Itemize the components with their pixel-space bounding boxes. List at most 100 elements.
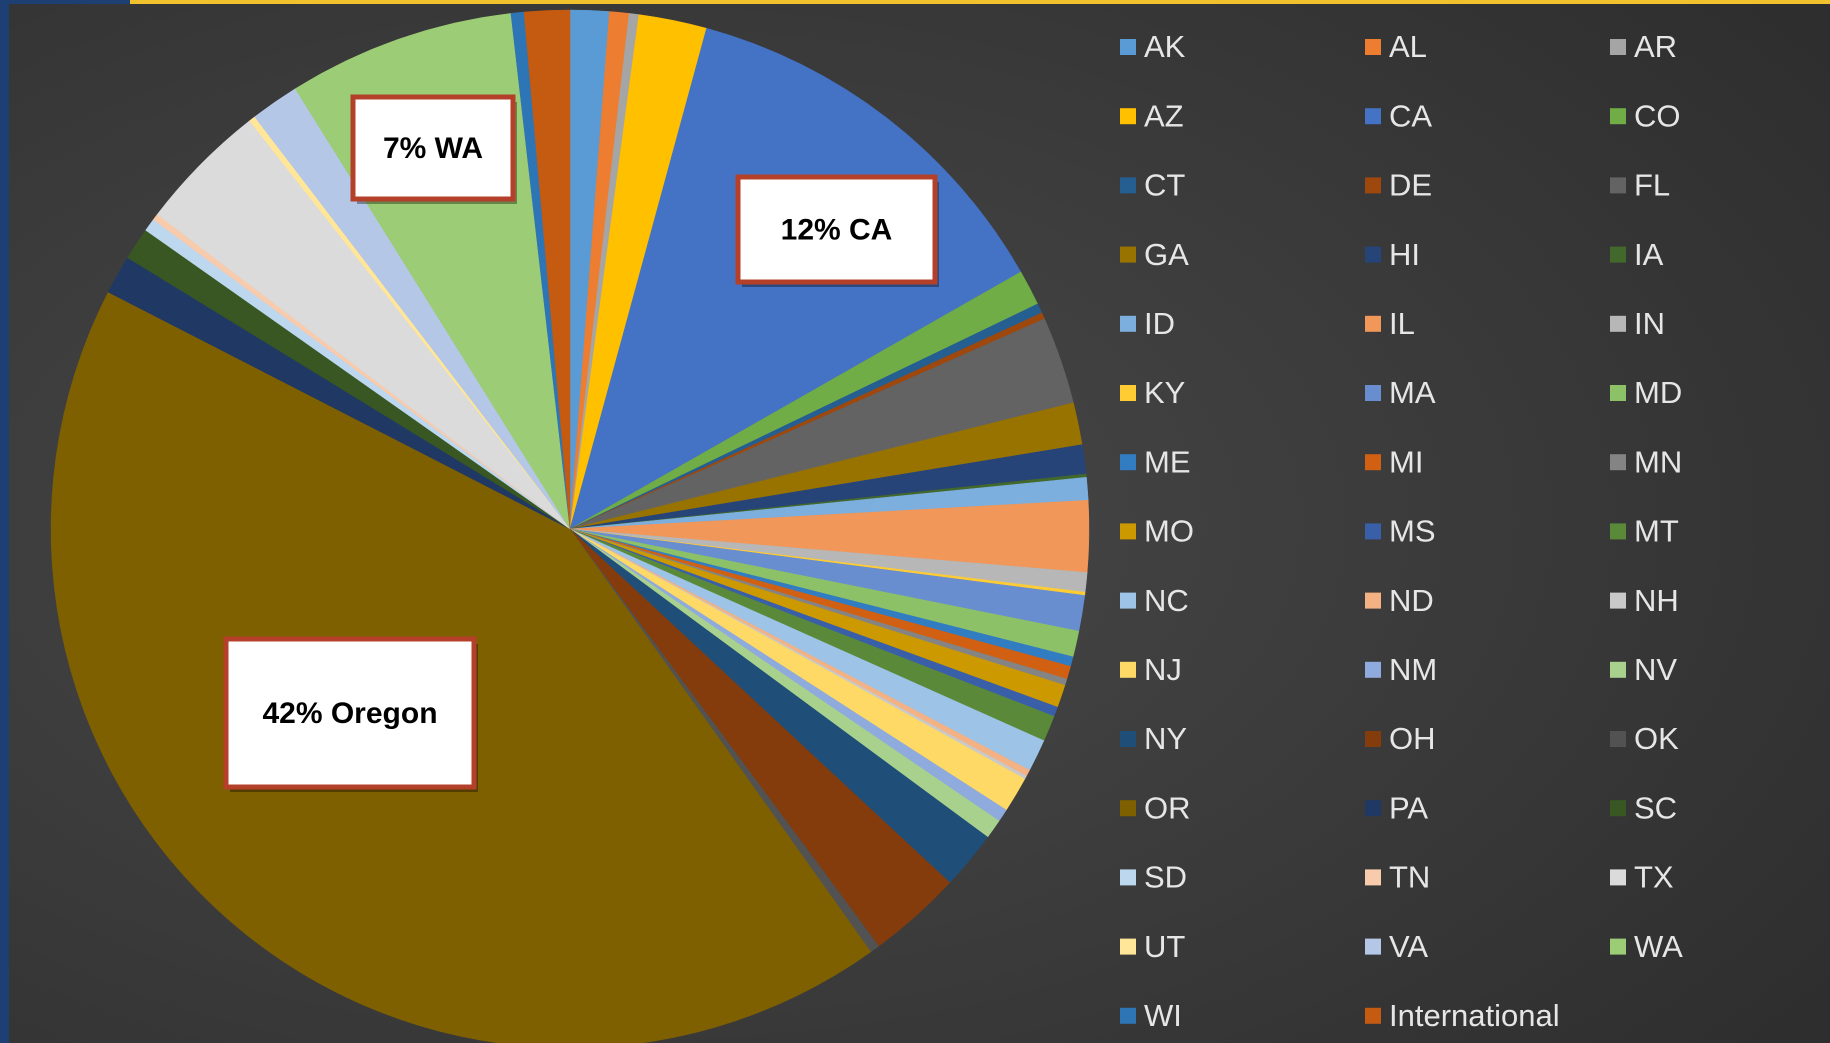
- pie: [50, 9, 1090, 1043]
- legend-swatch: [1610, 800, 1626, 817]
- legend-swatch: [1365, 523, 1381, 540]
- legend-swatch: [1120, 39, 1136, 55]
- legend-label: HI: [1389, 237, 1420, 272]
- pie-slice: [523, 9, 571, 530]
- legend-label: IN: [1634, 306, 1665, 341]
- legend-label: AZ: [1144, 98, 1184, 133]
- legend-label: SD: [1144, 860, 1187, 895]
- legend-label: ND: [1389, 583, 1434, 618]
- legend-swatch: [1365, 1007, 1381, 1024]
- top-border: [130, 0, 1830, 4]
- legend-label: AK: [1144, 29, 1186, 64]
- legend-swatch: [1120, 731, 1136, 747]
- legend-swatch: [1610, 523, 1626, 540]
- legend-swatch: [1365, 454, 1381, 471]
- legend-label: NJ: [1144, 652, 1182, 687]
- legend-swatch: [1610, 938, 1626, 955]
- legend-label: CA: [1389, 98, 1432, 133]
- legend-swatch: [1610, 315, 1626, 332]
- legend-label: WI: [1144, 998, 1182, 1033]
- legend-swatch: [1365, 800, 1381, 817]
- legend-swatch: [1120, 1007, 1136, 1024]
- legend-label: NH: [1634, 583, 1679, 618]
- legend-label: NY: [1144, 721, 1187, 756]
- annotation-box: [350, 94, 516, 202]
- legend-swatch: [1120, 108, 1136, 125]
- legend-swatch: [1365, 39, 1381, 55]
- legend-label: OR: [1144, 790, 1191, 825]
- annotation-label: 42% Oregon: [262, 697, 437, 730]
- legend-label: MO: [1144, 514, 1194, 549]
- legend-label: ME: [1144, 444, 1191, 479]
- legend-swatch: [1120, 177, 1136, 194]
- legend-swatch: [1610, 731, 1626, 747]
- legend-swatch: [1365, 108, 1381, 125]
- legend-label: TX: [1634, 860, 1674, 895]
- legend-label: PA: [1389, 790, 1428, 825]
- legend-label: WA: [1634, 929, 1683, 964]
- legend-swatch: [1365, 938, 1381, 955]
- annotation-box: [223, 636, 477, 790]
- legend-swatch: [1365, 592, 1381, 609]
- legend-label: AL: [1389, 29, 1427, 64]
- legend-swatch: [1120, 523, 1136, 540]
- legend-label: CO: [1634, 98, 1681, 133]
- legend-swatch: [1120, 315, 1136, 332]
- legend-swatch: [1610, 454, 1626, 471]
- legend-label: OH: [1389, 721, 1436, 756]
- legend-label: IA: [1634, 237, 1664, 272]
- legend: AK AL AR AZ CA CO CT DE FL GA HI IA ID IL IN KY MA MD ME MI…: [1120, 29, 1683, 1033]
- annotation-box: [735, 174, 938, 285]
- legend-swatch: [1610, 177, 1626, 194]
- legend-swatch: [1120, 869, 1136, 886]
- legend-label: IL: [1389, 306, 1415, 341]
- legend-swatch: [1610, 869, 1626, 886]
- legend-swatch: [1610, 592, 1626, 609]
- legend-swatch: [1610, 385, 1626, 401]
- legend-swatch: [1365, 731, 1381, 747]
- legend-label: UT: [1144, 929, 1185, 964]
- legend-label: International: [1389, 998, 1560, 1033]
- legend-swatch: [1365, 385, 1381, 401]
- legend-label: MD: [1634, 375, 1682, 410]
- legend-swatch: [1365, 246, 1381, 263]
- legend-swatch: [1365, 869, 1381, 886]
- legend-label: VA: [1389, 929, 1428, 964]
- legend-swatch: [1120, 246, 1136, 263]
- legend-label: AR: [1634, 29, 1677, 64]
- legend-swatch: [1120, 592, 1136, 609]
- legend-label: MI: [1389, 444, 1423, 479]
- legend-label: FL: [1634, 168, 1670, 203]
- legend-label: KY: [1144, 375, 1185, 410]
- annotations: 42% Oregon 12% CA 7% WA: [223, 94, 939, 792]
- legend-swatch: [1365, 661, 1381, 678]
- legend-label: TN: [1389, 860, 1430, 895]
- legend-swatch: [1120, 661, 1136, 678]
- legend-swatch: [1120, 454, 1136, 471]
- legend-swatch: [1120, 800, 1136, 817]
- legend-swatch: [1120, 385, 1136, 401]
- legend-swatch: [1610, 39, 1626, 55]
- legend-label: OK: [1634, 721, 1679, 756]
- legend-label: NV: [1634, 652, 1677, 687]
- legend-label: MS: [1389, 514, 1436, 549]
- legend-label: MT: [1634, 514, 1679, 549]
- legend-label: NC: [1144, 583, 1189, 618]
- legend-label: SC: [1634, 790, 1677, 825]
- legend-swatch: [1365, 177, 1381, 194]
- legend-label: NM: [1389, 652, 1437, 687]
- legend-label: MN: [1634, 444, 1682, 479]
- legend-swatch: [1120, 938, 1136, 955]
- legend-swatch: [1610, 246, 1626, 263]
- legend-label: CT: [1144, 168, 1185, 203]
- legend-label: GA: [1144, 237, 1189, 272]
- legend-label: MA: [1389, 375, 1436, 410]
- legend-swatch: [1365, 315, 1381, 332]
- legend-label: ID: [1144, 306, 1175, 341]
- legend-swatch: [1610, 661, 1626, 678]
- legend-swatch: [1610, 108, 1626, 125]
- legend-label: DE: [1389, 168, 1432, 203]
- annotation-label: 12% CA: [781, 213, 893, 246]
- annotation-label: 7% WA: [383, 132, 483, 165]
